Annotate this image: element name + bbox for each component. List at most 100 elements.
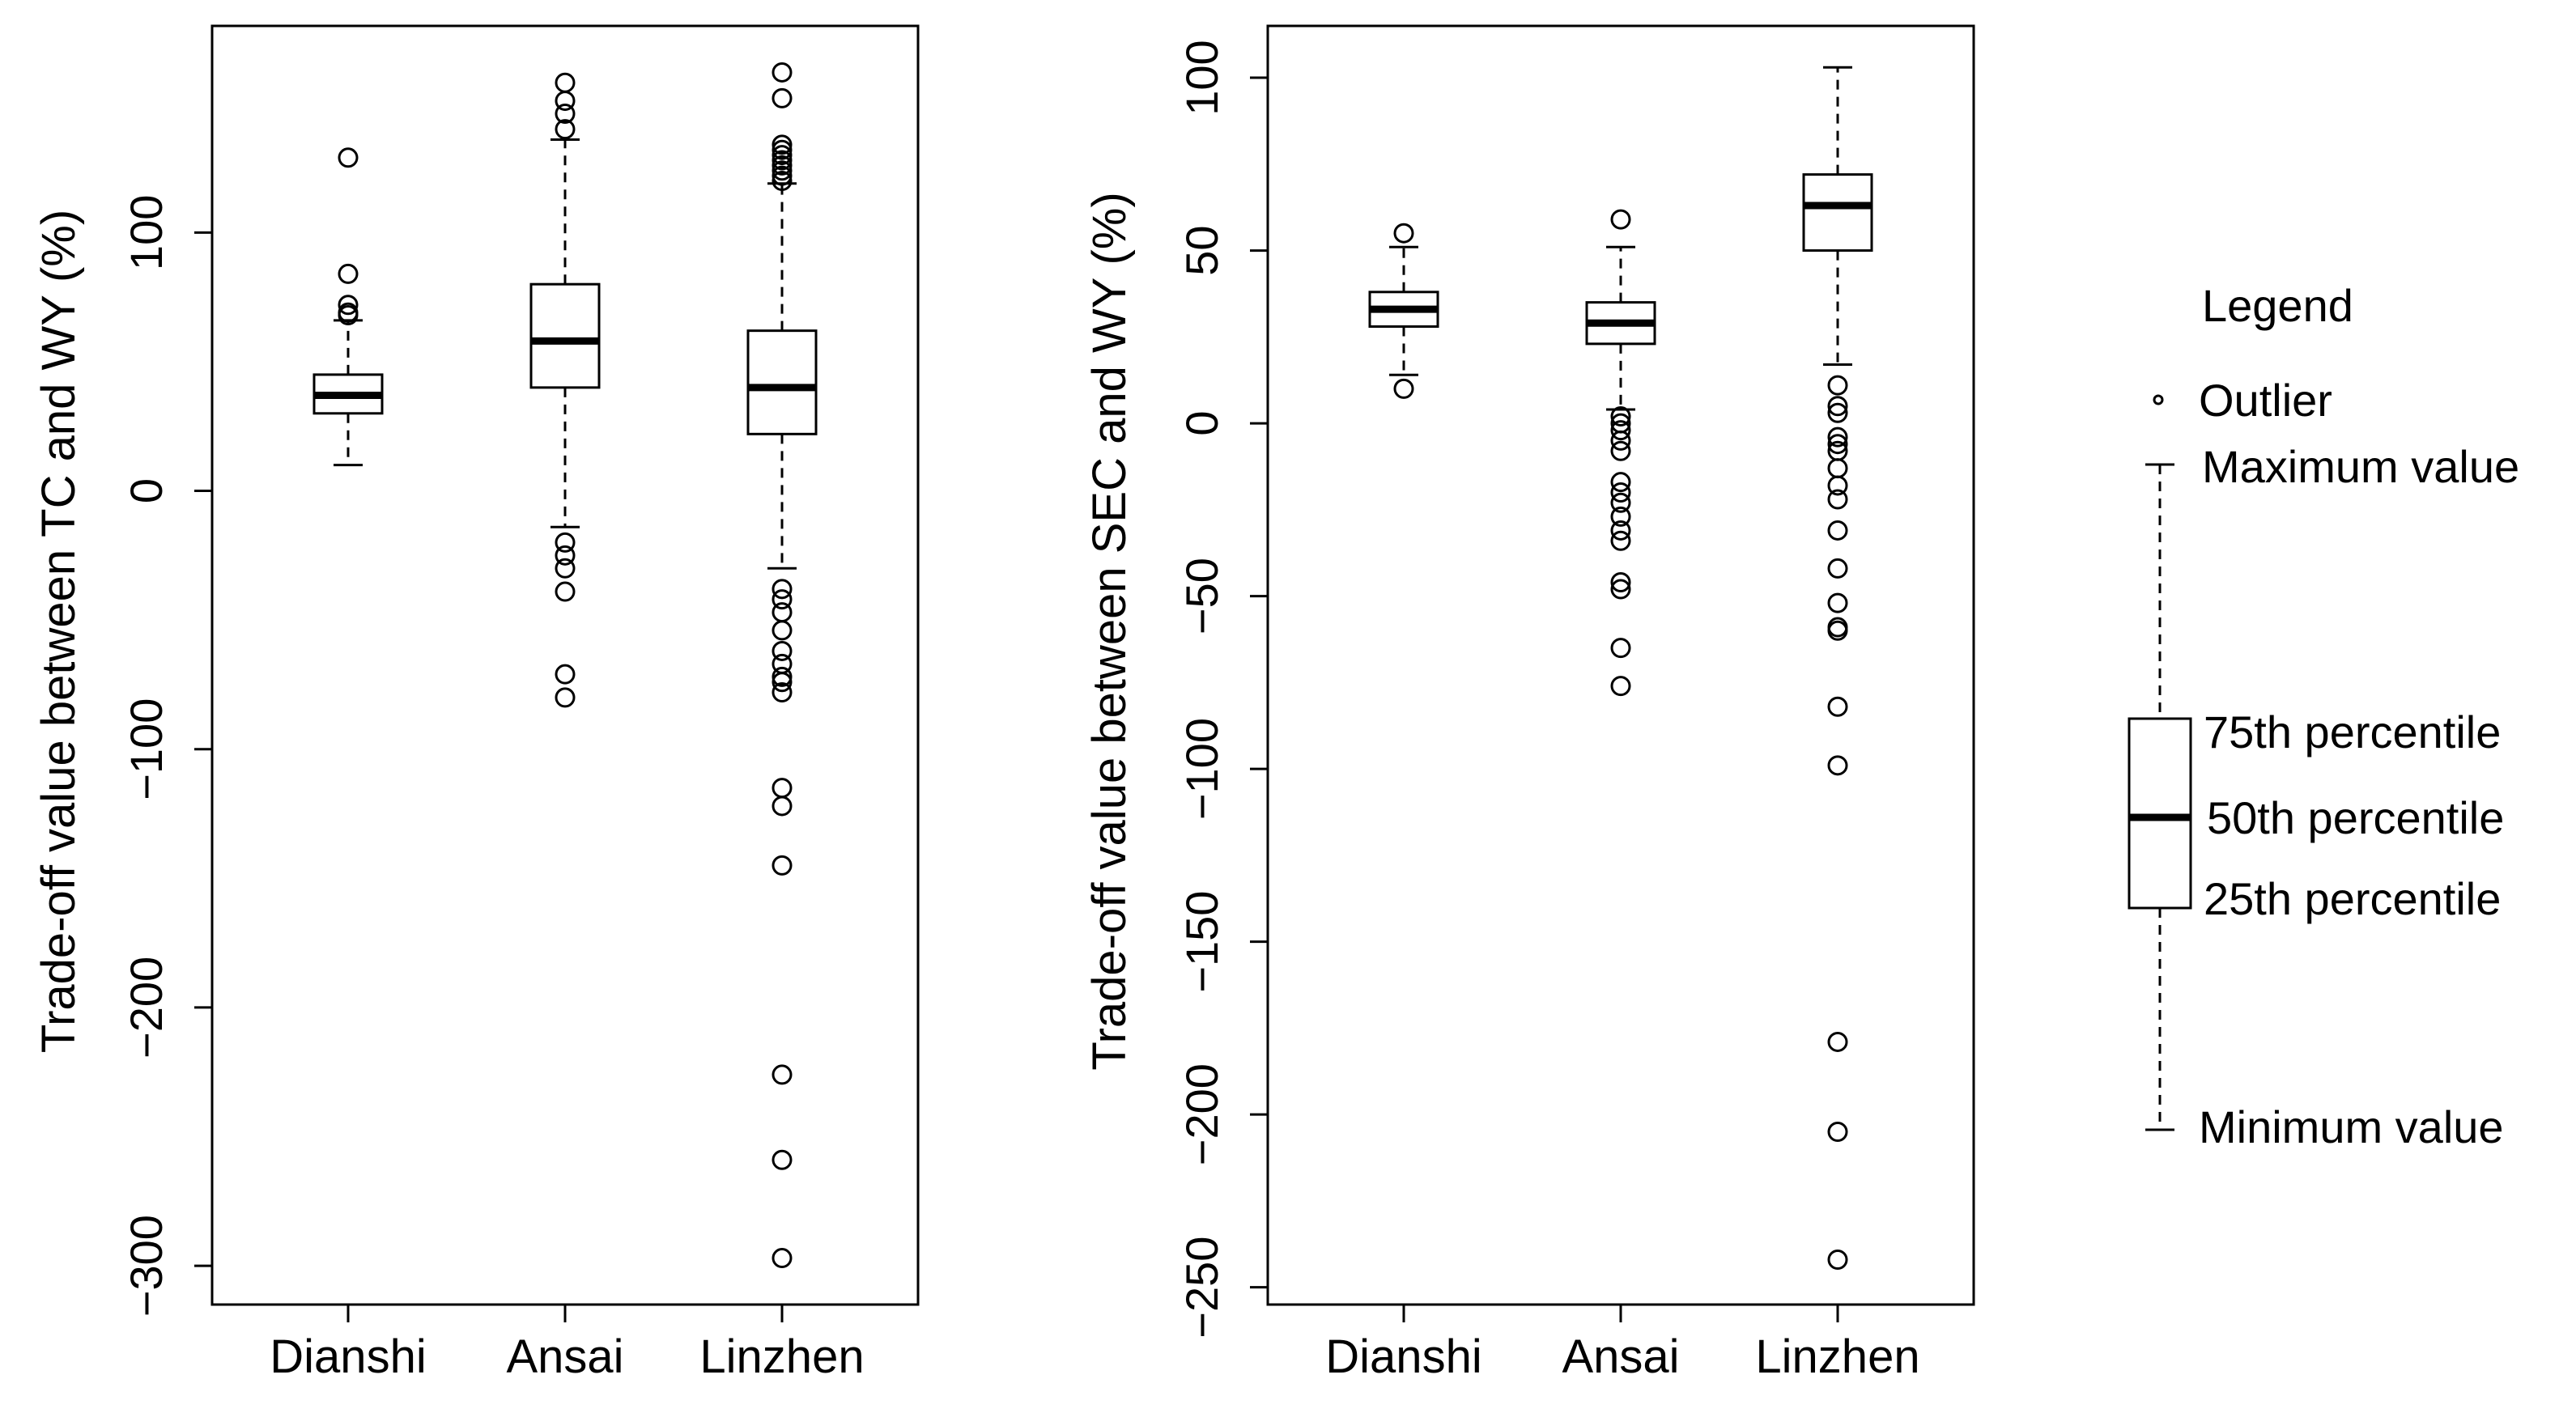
- outlier-point: [1827, 396, 1848, 417]
- sec-wy-y-tick-label: −100: [1176, 718, 1227, 820]
- sec-wy-box-dianshi: [1368, 223, 1439, 399]
- outlier-point: [1827, 375, 1848, 396]
- outlier-point: [338, 304, 359, 325]
- outlier-point: [1610, 482, 1631, 503]
- legend-title: Legend: [2202, 280, 2353, 331]
- sec-wy-category-label: Linzhen: [1755, 1330, 1919, 1383]
- outlier-point: [1610, 472, 1631, 493]
- tc-wy-box-ansai: [529, 72, 601, 708]
- sec-wy-box-linzhen: [1802, 66, 1873, 1270]
- sec-wy-y-tick-label: 0: [1176, 411, 1227, 436]
- sec-wy-box-ansai: [1585, 209, 1656, 697]
- legend-p50-label: 50th percentile: [2207, 792, 2504, 843]
- outlier-point: [1827, 402, 1848, 423]
- outlier-point: [1827, 558, 1848, 579]
- outlier-point: [772, 145, 793, 166]
- tc-wy-category-label: Dianshi: [270, 1330, 426, 1383]
- outlier-point: [772, 62, 793, 83]
- legend-outlier-label: Outlier: [2199, 375, 2332, 426]
- outlier-point: [1610, 520, 1631, 541]
- outlier-point: [1610, 406, 1631, 427]
- outlier-point: [555, 687, 576, 708]
- outlier-point: [1610, 530, 1631, 551]
- outlier-point: [772, 165, 793, 186]
- outlier-point: [1827, 426, 1848, 448]
- tc-wy-ylabel: Trade-off value between TC and WY (%): [32, 210, 85, 1053]
- tc-wy-y-tick-label: −100: [121, 698, 172, 800]
- outlier-point: [772, 134, 793, 155]
- sec-wy-category-label: Ansai: [1562, 1330, 1679, 1383]
- tc-wy-box-dianshi: [312, 147, 384, 467]
- outlier-point: [1393, 378, 1414, 399]
- outlier-point: [772, 640, 793, 661]
- outlier-point: [555, 91, 576, 112]
- outlier-point: [772, 672, 793, 693]
- outlier-point: [772, 87, 793, 108]
- outlier-point: [1827, 696, 1848, 717]
- outlier-point: [1610, 579, 1631, 600]
- sec-wy-category-label: Dianshi: [1325, 1330, 1481, 1383]
- outlier-point: [1610, 430, 1631, 451]
- outlier-point: [772, 155, 793, 176]
- outlier-point: [1827, 458, 1848, 479]
- outlier-point: [555, 664, 576, 685]
- legend-p75-label: 75th percentile: [2204, 706, 2501, 757]
- tc-wy-category-label: Ansai: [506, 1330, 623, 1383]
- iqr-box: [1802, 173, 1873, 252]
- tc-wy-boxplot: Trade-off value between TC and WY (%) 10…: [32, 24, 920, 1383]
- outlier-point: [772, 160, 793, 181]
- outlier-point: [1827, 620, 1848, 641]
- iqr-box: [746, 329, 818, 435]
- outlier-point: [772, 1248, 793, 1269]
- outlier-point: [1827, 489, 1848, 510]
- outlier-point: [772, 150, 793, 171]
- legend-box: [2128, 717, 2192, 910]
- outlier-point: [555, 558, 576, 579]
- outlier-point: [1827, 592, 1848, 613]
- sec-wy-ylabel: Trade-off value between SEC and WY (%): [1083, 192, 1136, 1070]
- outlier-point: [1610, 676, 1631, 697]
- outlier-point: [1610, 420, 1631, 441]
- outlier-point: [555, 104, 576, 125]
- iqr-box: [529, 282, 601, 389]
- outlier-point: [772, 139, 793, 160]
- outlier-point: [1827, 520, 1848, 541]
- legend-outlier-marker: [2153, 394, 2164, 405]
- legend-p25-label: 25th percentile: [2204, 873, 2501, 924]
- outlier-point: [1610, 209, 1631, 230]
- outlier-point: [1610, 440, 1631, 461]
- outlier-point: [555, 119, 576, 140]
- sec-wy-y-tick-label: 50: [1176, 225, 1227, 275]
- outlier-point: [772, 579, 793, 600]
- outlier-point: [772, 666, 793, 687]
- outlier-point: [555, 72, 576, 93]
- legend-min-label: Minimum value: [2199, 1101, 2504, 1152]
- outlier-point: [555, 532, 576, 553]
- outlier-point: [1827, 1121, 1848, 1142]
- outlier-point: [1827, 1249, 1848, 1270]
- legend-max-label: Maximum value: [2202, 441, 2519, 492]
- legend: Legend Outlier Maximum value 75th percen…: [2128, 280, 2519, 1152]
- tc-wy-y-tick-label: 100: [121, 195, 172, 270]
- tc-wy-y-tick-label: −300: [121, 1215, 172, 1317]
- outlier-point: [772, 1064, 793, 1085]
- outlier-point: [1610, 492, 1631, 513]
- sec-wy-y-tick-label: −200: [1176, 1063, 1227, 1165]
- outlier-point: [1827, 434, 1848, 455]
- outlier-point: [772, 855, 793, 876]
- outlier-point: [772, 602, 793, 623]
- tc-wy-y-tick-label: −200: [121, 957, 172, 1059]
- sec-wy-boxplot: Trade-off value between SEC and WY (%) 1…: [1083, 24, 1975, 1383]
- tc-wy-category-label: Linzhen: [699, 1330, 864, 1383]
- sec-wy-y-tick-label: −250: [1176, 1237, 1227, 1339]
- outlier-point: [1610, 638, 1631, 659]
- outlier-point: [772, 796, 793, 817]
- outlier-point: [338, 295, 359, 316]
- outlier-point: [555, 545, 576, 566]
- outlier-point: [772, 171, 793, 192]
- outlier-point: [1610, 572, 1631, 593]
- outlier-point: [772, 620, 793, 641]
- outlier-point: [338, 263, 359, 284]
- sec-wy-y-tick-label: 100: [1176, 40, 1227, 115]
